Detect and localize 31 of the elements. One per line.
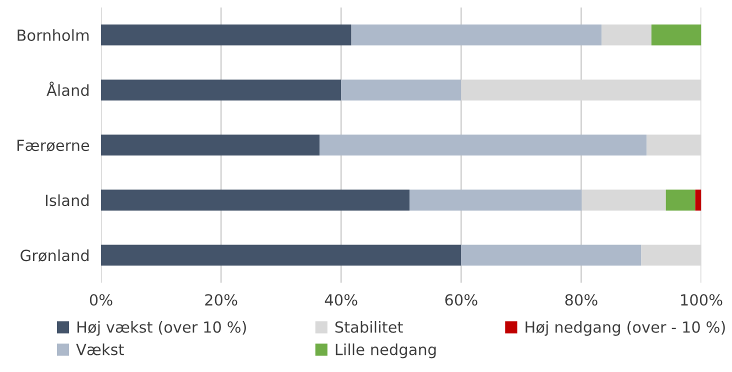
legend-label: Høj nedgang (over - 10 %): [526, 321, 725, 336]
bar: [101, 80, 342, 100]
bar: [582, 190, 666, 211]
bar: [101, 244, 462, 266]
bar: [341, 80, 462, 100]
bar: [101, 24, 352, 46]
bar: [602, 24, 652, 46]
y-tick-label: Bornholm: [18, 29, 89, 41]
bar: [101, 190, 410, 211]
y-tick-label: Færøerne: [17, 140, 90, 152]
bar: [351, 24, 602, 46]
x-tick-label: 0%: [90, 294, 112, 306]
legend-label: Stabilitet: [335, 321, 403, 333]
x-tick-label: 60%: [445, 294, 478, 306]
y-tick-label: Grønland: [20, 249, 89, 262]
bar: [651, 24, 702, 46]
x-tick-label: 40%: [324, 294, 358, 306]
y-tick-label: Åland: [46, 82, 89, 96]
x-tick-label: 80%: [565, 294, 598, 306]
legend-label: Høj vækst (over 10 %): [78, 321, 246, 336]
bar: [101, 134, 320, 156]
x-tick-label: 100%: [681, 294, 722, 306]
bar: [695, 190, 702, 211]
x-tick-label: 20%: [205, 294, 238, 306]
legend-label: Vækst: [76, 343, 124, 356]
bar: [666, 190, 696, 211]
bar: [410, 190, 582, 211]
bar: [320, 134, 647, 156]
legend-label: Lille nedgang: [336, 343, 436, 358]
y-tick-label: Island: [46, 194, 89, 206]
bar: [461, 244, 642, 266]
